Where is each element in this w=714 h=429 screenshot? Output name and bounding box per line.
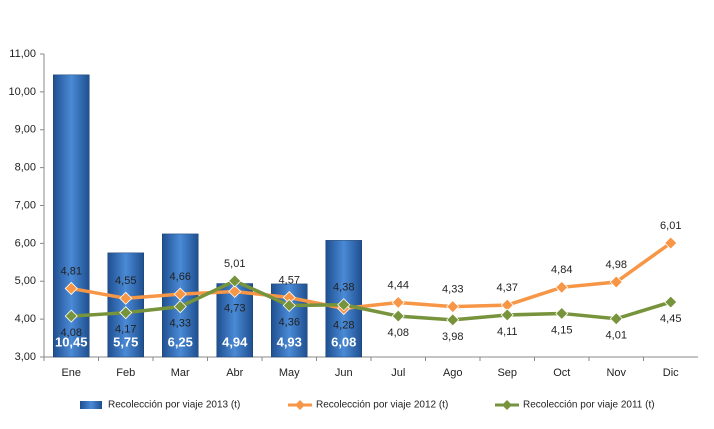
x-tick-label: Ene bbox=[61, 367, 81, 379]
series-line bbox=[71, 278, 672, 322]
line-value-label: 4,28 bbox=[333, 319, 354, 331]
line-value-label: 4,08 bbox=[388, 327, 409, 339]
line-value-label: 4,55 bbox=[115, 275, 136, 287]
x-tick-label: Nov bbox=[606, 367, 626, 379]
line-value-label: 4,15 bbox=[551, 324, 572, 336]
line-value-label: 4,38 bbox=[333, 282, 354, 294]
x-tick-label: Jul bbox=[391, 367, 405, 379]
marker bbox=[228, 274, 242, 288]
x-tick-label: Sep bbox=[497, 367, 517, 379]
marker bbox=[64, 309, 78, 323]
marker bbox=[609, 312, 623, 326]
x-tick-label: Abr bbox=[226, 367, 243, 379]
marker bbox=[64, 281, 78, 296]
x-tick-label: Oct bbox=[553, 367, 570, 379]
line-value-label: 4,33 bbox=[170, 318, 191, 330]
bar-value-label: 5,75 bbox=[113, 334, 138, 349]
legend-label: Recolección por viaje 2012 (t) bbox=[316, 400, 448, 411]
line-value-label: 4,37 bbox=[497, 282, 518, 294]
line-value-label: 4,66 bbox=[170, 271, 191, 283]
line-value-label: 4,17 bbox=[115, 324, 136, 336]
marker bbox=[228, 284, 242, 299]
x-tick-label: Mar bbox=[171, 367, 190, 379]
line-value-label: 4,08 bbox=[61, 327, 82, 339]
bar-value-label: 4,93 bbox=[277, 334, 302, 349]
line-value-label: 4,01 bbox=[606, 330, 627, 342]
legend-label: Recolección por viaje 2011 (t) bbox=[523, 400, 655, 411]
line-value-label: 4,73 bbox=[224, 302, 245, 314]
marker bbox=[609, 275, 623, 289]
bar-value-label: 6,25 bbox=[168, 334, 193, 349]
bar-value-label: 6,08 bbox=[331, 334, 356, 349]
line-value-label: 4,45 bbox=[660, 313, 681, 325]
line-value-label: 4,44 bbox=[388, 279, 409, 291]
line-value-label: 4,84 bbox=[551, 264, 572, 276]
line-value-label: 4,98 bbox=[606, 259, 627, 271]
marker bbox=[391, 295, 405, 310]
x-tick-label: Jun bbox=[335, 367, 353, 379]
legend-marker bbox=[295, 400, 305, 410]
x-tick-label: Dic bbox=[663, 367, 679, 379]
series-line bbox=[70, 241, 672, 311]
marker bbox=[446, 313, 460, 327]
marker bbox=[446, 300, 460, 314]
line-value-label: 4,57 bbox=[279, 274, 300, 286]
y-tick-label: 4,00 bbox=[15, 313, 36, 325]
line-value-label: 5,01 bbox=[224, 258, 245, 270]
marker bbox=[664, 236, 678, 250]
x-tick-label: Feb bbox=[116, 367, 135, 379]
y-tick-label: 10,00 bbox=[8, 86, 36, 98]
y-tick-label: 6,00 bbox=[15, 237, 36, 249]
line-value-label: 4,36 bbox=[279, 316, 300, 328]
line-value-label: 4,11 bbox=[497, 326, 518, 338]
marker bbox=[119, 306, 133, 320]
y-tick-label: 5,00 bbox=[15, 275, 36, 287]
line-value-label: 4,33 bbox=[442, 284, 463, 296]
bar bbox=[107, 252, 144, 358]
bar-value-label: 10,45 bbox=[55, 334, 88, 349]
marker bbox=[173, 300, 187, 314]
y-tick-label: 9,00 bbox=[15, 124, 36, 136]
y-tick-label: 7,00 bbox=[15, 199, 36, 211]
legend-marker bbox=[502, 400, 512, 410]
marker bbox=[664, 295, 678, 309]
marker bbox=[555, 280, 569, 294]
marker bbox=[119, 291, 133, 305]
marker bbox=[391, 309, 405, 323]
marker bbox=[555, 306, 569, 321]
x-tick-label: May bbox=[279, 367, 300, 379]
line-value-label: 4,81 bbox=[61, 265, 82, 277]
marker bbox=[337, 298, 351, 312]
x-tick-label: Ago bbox=[443, 367, 463, 379]
marker bbox=[500, 308, 514, 322]
y-tick-label: 11,00 bbox=[9, 48, 36, 60]
line-value-label: 6,01 bbox=[660, 220, 681, 232]
legend-swatch bbox=[80, 401, 102, 409]
legend-label: Recolección por viaje 2013 (t) bbox=[108, 400, 240, 411]
marker bbox=[282, 298, 296, 313]
line-value-label: 3,98 bbox=[442, 331, 463, 343]
bar-value-label: 4,94 bbox=[222, 334, 248, 349]
y-tick-label: 3,00 bbox=[15, 351, 36, 363]
y-tick-label: 8,00 bbox=[15, 162, 36, 174]
